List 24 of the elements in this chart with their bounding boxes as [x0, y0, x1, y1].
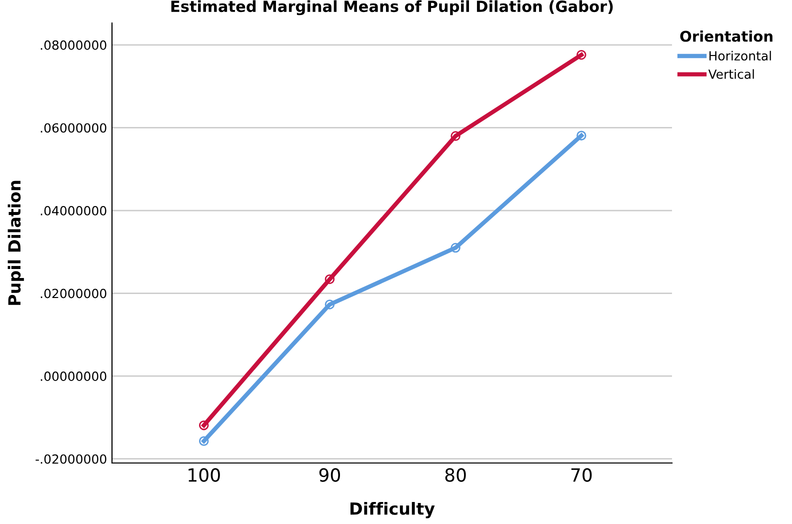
- y-tick-label: .00000000: [40, 372, 106, 382]
- y-tick-label: .06000000: [40, 123, 106, 133]
- point: [576, 50, 586, 60]
- legend-label: Vertical: [708, 69, 754, 79]
- point: [324, 300, 335, 310]
- x-tick-label: 90: [319, 468, 340, 482]
- x-tick-label: 80: [445, 468, 466, 482]
- chart-title: Estimated Marginal Means of Pupil Dilation (Gabor): [171, 0, 613, 16]
- x-axis-title: Difficulty: [350, 502, 435, 518]
- y-tick-label: .02000000: [40, 288, 106, 298]
- point: [450, 242, 460, 253]
- legend-label: Horizontal: [709, 50, 771, 61]
- point: [576, 130, 586, 140]
- point: [199, 420, 209, 430]
- y-tick-label: .04000000: [40, 206, 106, 216]
- point: [324, 274, 335, 284]
- y-tick-label: .08000000: [40, 40, 106, 50]
- point: [450, 131, 460, 141]
- y-axis-title: Pupil Dilation: [8, 180, 24, 305]
- point: [199, 436, 209, 446]
- legend-title: Orientation: [680, 30, 772, 42]
- x-tick-label: 100: [188, 468, 220, 482]
- y-tick-label: -.02000000: [36, 454, 106, 464]
- x-tick-label: 70: [571, 468, 592, 482]
